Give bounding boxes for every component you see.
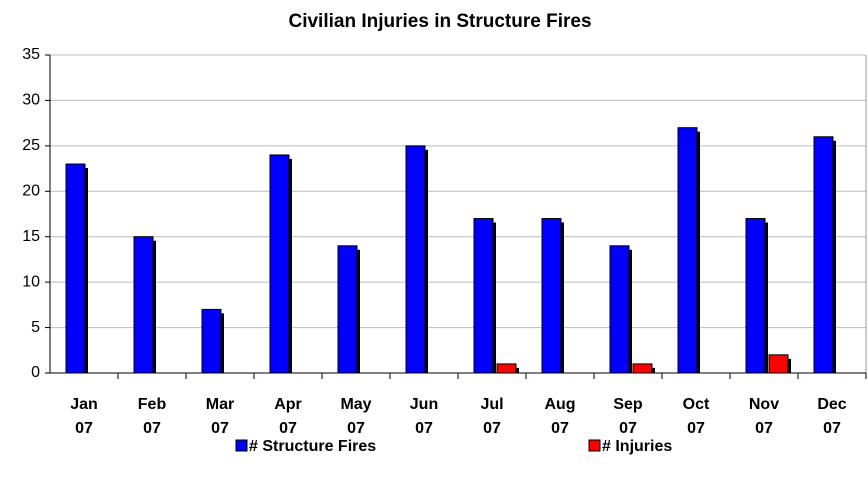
x-tick-label: Oct 07 xyxy=(682,396,710,437)
y-tick-label: 30 xyxy=(22,92,40,109)
x-tick-label: Jan 07 xyxy=(70,396,98,437)
bar xyxy=(269,154,290,374)
bar xyxy=(496,363,517,374)
y-tick-label: 10 xyxy=(22,273,40,290)
bar xyxy=(405,145,426,374)
bar xyxy=(677,127,698,374)
y-tick-label: 0 xyxy=(31,364,40,381)
x-tick-label: Dec 07 xyxy=(817,396,847,437)
y-tick-label: 35 xyxy=(22,46,40,63)
bar xyxy=(133,236,154,374)
bar xyxy=(541,218,562,374)
x-tick-label: Jun 07 xyxy=(409,396,439,437)
x-tick-label: Nov 07 xyxy=(748,396,780,437)
bar xyxy=(201,308,222,374)
x-tick-label: Aug 07 xyxy=(544,396,576,437)
bar xyxy=(609,245,630,374)
x-tick-label: Sep 07 xyxy=(613,396,643,437)
y-tick-label: 5 xyxy=(31,319,40,336)
y-tick-label: 15 xyxy=(22,228,40,245)
x-tick-label: Mar 07 xyxy=(205,396,235,437)
legend-label: # Injuries xyxy=(602,438,672,455)
y-tick-label: 25 xyxy=(22,137,40,154)
bar xyxy=(745,218,766,374)
chart-title: Civilian Injuries in Structure Fires xyxy=(288,11,591,32)
x-tick-label: May 07 xyxy=(340,396,372,437)
legend-label: # Structure Fires xyxy=(249,438,376,455)
legend-swatch xyxy=(588,439,601,452)
x-tick-label: Apr 07 xyxy=(274,396,302,437)
x-tick-label: Jul 07 xyxy=(480,396,504,437)
bar xyxy=(632,363,653,374)
bar xyxy=(813,136,834,374)
legend-swatch xyxy=(235,439,248,452)
bar xyxy=(65,163,86,374)
bar xyxy=(337,245,358,374)
x-tick-label: Feb 07 xyxy=(137,396,167,437)
bar xyxy=(768,354,789,374)
y-tick-label: 20 xyxy=(22,183,40,200)
bar xyxy=(473,218,494,374)
